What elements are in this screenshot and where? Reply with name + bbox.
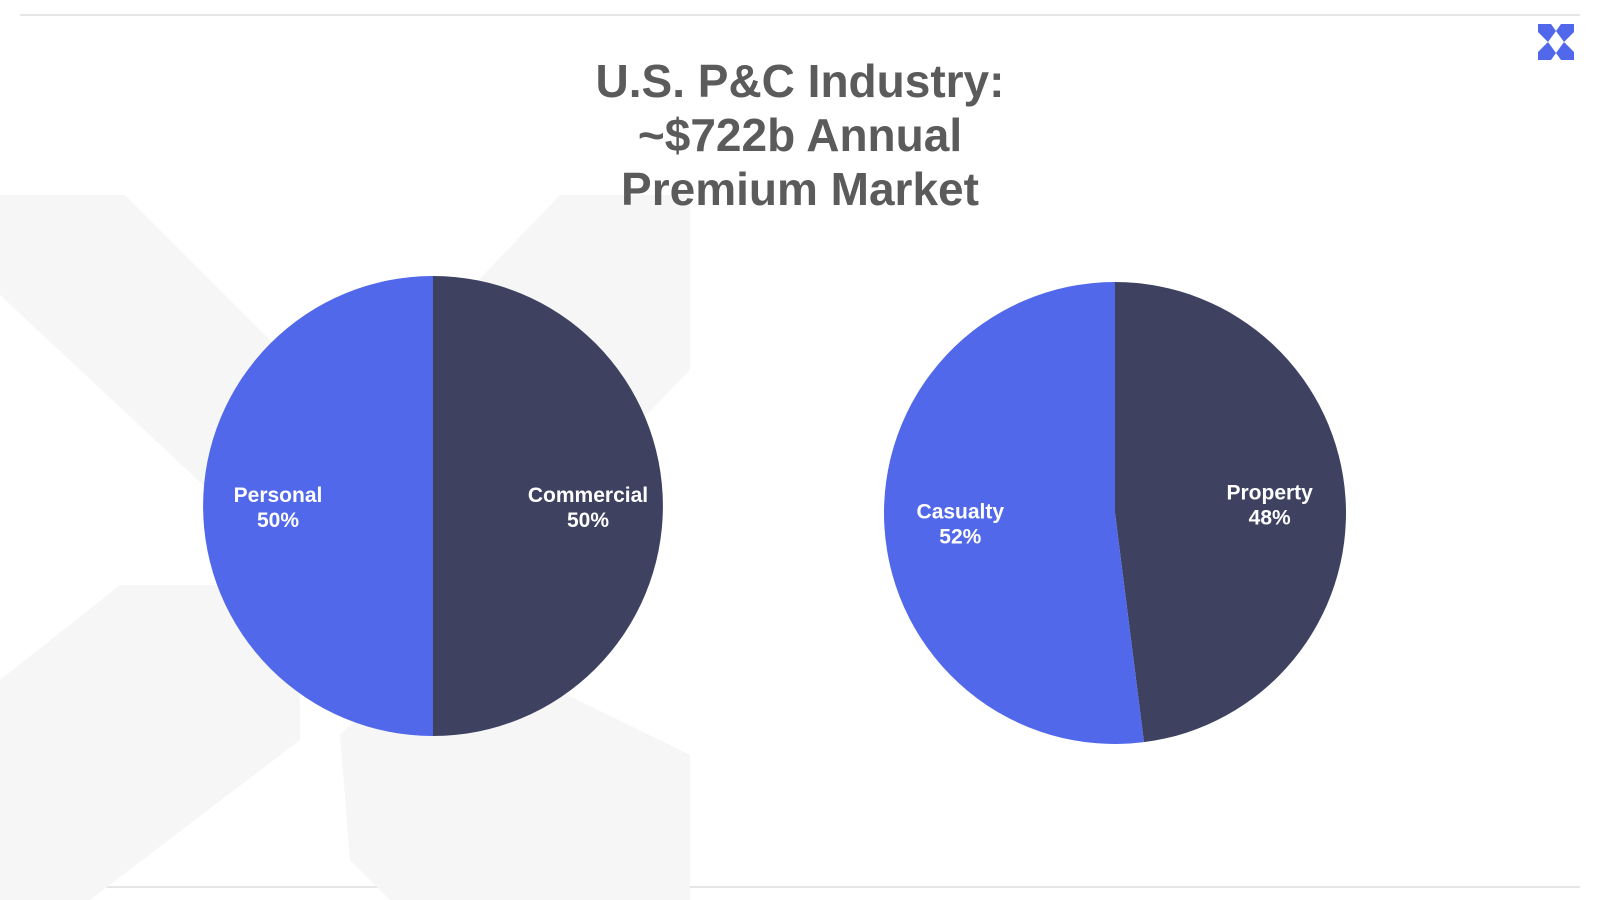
pie-label-property: Property 48% — [1227, 481, 1314, 529]
slice-name-label: Casualty — [917, 501, 1005, 524]
page-title-line-2: ~$722b Annual — [637, 109, 963, 161]
slice-value-label: 50% — [257, 509, 299, 532]
pie-label-casualty: Casualty 52% — [917, 501, 1005, 549]
slice-name-label: Property — [1227, 481, 1314, 504]
slice-name-label: Personal — [234, 484, 323, 507]
page-title-line-1: U.S. P&C Industry: — [595, 55, 1005, 107]
bottom-divider — [20, 886, 1580, 888]
pie-chart-property-casualty: Property 48% Casualty 52% — [884, 282, 1346, 744]
page-title-line-3: Premium Market — [621, 163, 979, 215]
pie-chart-personal-commercial: Commercial 50%Personal 50% — [203, 276, 663, 736]
slice-name-label: Commercial — [528, 484, 648, 507]
pie-label-commercial: Commercial 50% — [528, 484, 648, 532]
slice-value-label: 52% — [939, 526, 981, 549]
pie-slice-commercial — [433, 276, 663, 736]
slice-value-label: 48% — [1249, 506, 1291, 529]
pie-slice-property — [1115, 282, 1346, 743]
top-divider — [20, 14, 1580, 16]
x-logo-icon — [1538, 24, 1574, 60]
slice-value-label: 50% — [567, 509, 609, 532]
pie-label-personal: Personal 50% — [234, 484, 323, 532]
pie-slice-casualty — [884, 282, 1144, 744]
page-title: U.S. P&C Industry: ~$722b Annual Premium… — [0, 54, 1600, 216]
pie-slice-personal — [203, 276, 433, 736]
